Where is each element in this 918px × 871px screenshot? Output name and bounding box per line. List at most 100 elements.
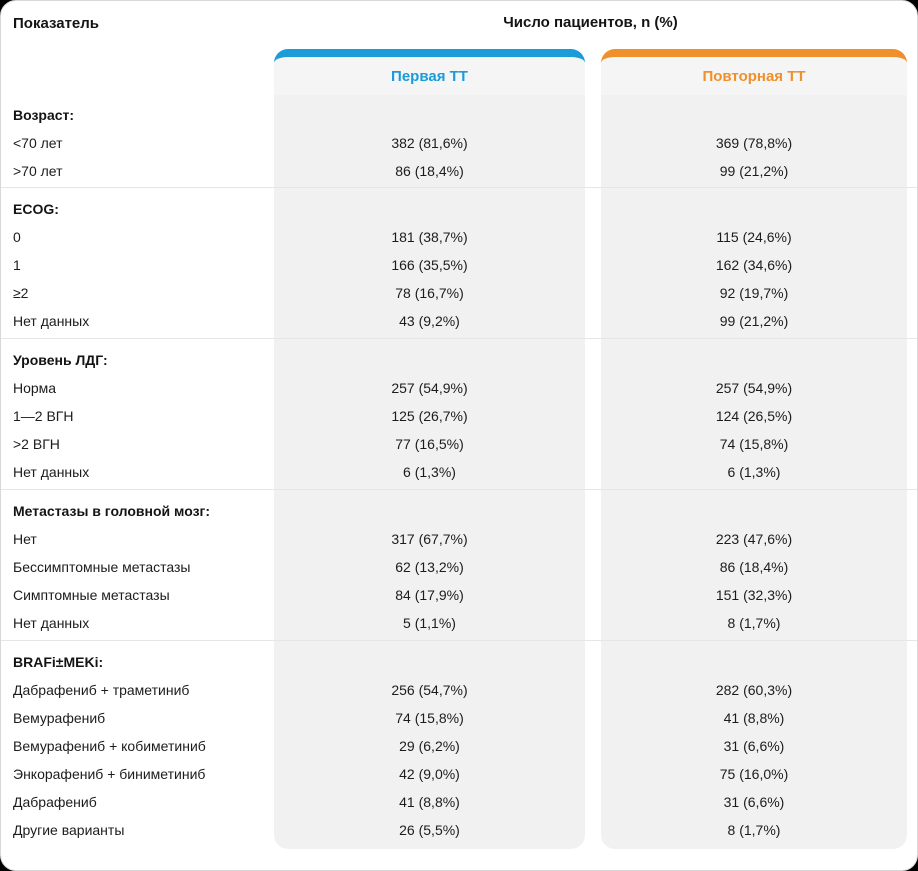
value-repeat-tt: 41 (8,8%) bbox=[723, 710, 785, 726]
column-header-repeat-tt: Повторная ТТ bbox=[601, 49, 907, 95]
value-first-tt: 256 (54,7%) bbox=[391, 682, 468, 698]
section-labels: BRAFi±MEKi: Дабрафениб + траметиниб Вемура… bbox=[1, 641, 274, 849]
value-repeat-tt: 74 (15,8%) bbox=[719, 436, 789, 452]
value-spacer bbox=[274, 346, 585, 374]
value-first-tt: 86 (18,4%) bbox=[395, 163, 464, 179]
section-title: Возраст: bbox=[13, 107, 75, 123]
row-label: Дабрафениб bbox=[13, 794, 97, 810]
section-2: Уровень ЛДГ: Норма 1—2 ВГН >2 ВГН Нет данных… bbox=[1, 338, 917, 489]
section-labels: ECOG: 0 1 ≥2 Нет данных bbox=[1, 188, 274, 338]
section-3: Метастазы в головной мозг: Нет Бессимптомн… bbox=[1, 489, 917, 640]
section-labels: Метастазы в головной мозг: Нет Бессимптомн… bbox=[1, 490, 274, 640]
table-top-header: Показатель Число пациентов, n (%) bbox=[1, 1, 917, 49]
row-label: Нет данных bbox=[13, 464, 90, 480]
first-tt-column-cell: 256 (54,7%) 74 (15,8%) 29 (6,2%) 42 (9,0%) 4… bbox=[274, 641, 585, 849]
value-first-tt: 62 (13,2%) bbox=[395, 559, 464, 575]
column-gap bbox=[585, 188, 601, 338]
value-first-tt: 257 (54,9%) bbox=[391, 380, 468, 396]
row-label: Вемурафениб bbox=[13, 710, 106, 726]
row-label: 0 bbox=[13, 229, 21, 245]
value-repeat-tt: 369 (78,8%) bbox=[715, 135, 793, 151]
value-first-tt: 41 (8,8%) bbox=[399, 794, 460, 810]
value-repeat-tt: 99 (21,2%) bbox=[719, 313, 789, 329]
table-title: Число пациентов, n (%) bbox=[503, 14, 678, 31]
column-header-spacer bbox=[1, 49, 274, 95]
repeat-tt-column-cell: 115 (24,6%) 162 (34,6%) 92 (19,7%) 99 (21,2… bbox=[601, 188, 907, 338]
value-spacer bbox=[601, 346, 907, 374]
value-first-tt: 77 (16,5%) bbox=[395, 436, 464, 452]
column-gap bbox=[585, 490, 601, 640]
column-gap bbox=[585, 95, 601, 187]
row-label: 1—2 ВГН bbox=[13, 408, 74, 424]
value-repeat-tt: 99 (21,2%) bbox=[719, 163, 789, 179]
first-tt-column-cell: 317 (67,7%) 62 (13,2%) 84 (17,9%) 5 (1,1%) bbox=[274, 490, 585, 640]
value-first-tt: 84 (17,9%) bbox=[395, 587, 464, 603]
value-repeat-tt: 282 (60,3%) bbox=[715, 682, 793, 698]
value-first-tt: 317 (67,7%) bbox=[391, 531, 468, 547]
row-label: >70 лет bbox=[13, 163, 63, 179]
repeat-tt-column-cell: 223 (47,6%) 86 (18,4%) 151 (32,3%) 8 (1,7%) bbox=[601, 490, 907, 640]
value-repeat-tt: 162 (34,6%) bbox=[715, 257, 793, 273]
value-repeat-tt: 92 (19,7%) bbox=[719, 285, 789, 301]
first-tt-column-cell: 382 (81,6%) 86 (18,4%) bbox=[274, 95, 585, 187]
value-repeat-tt: 8 (1,7%) bbox=[727, 822, 781, 838]
section-title: Уровень ЛДГ: bbox=[13, 352, 108, 368]
value-spacer bbox=[601, 648, 907, 676]
repeat-tt-column-cell: 369 (78,8%) 99 (21,2%) bbox=[601, 95, 907, 187]
section-1: ECOG: 0 1 ≥2 Нет данных 181 (38,7%) 166 (35,5… bbox=[1, 187, 917, 338]
row-label: ≥2 bbox=[13, 285, 29, 301]
row-label: Другие варианты bbox=[13, 822, 125, 838]
section-labels: Возраст: <70 лет >70 лет bbox=[1, 95, 274, 187]
value-repeat-tt: 31 (6,6%) bbox=[723, 738, 785, 754]
row-label: Норма bbox=[13, 380, 57, 396]
value-repeat-tt: 124 (26,5%) bbox=[715, 408, 793, 424]
column-gap bbox=[585, 339, 601, 489]
value-repeat-tt: 86 (18,4%) bbox=[719, 559, 789, 575]
repeat-tt-column-cell: 257 (54,9%) 124 (26,5%) 74 (15,8%) 6 (1,3%) bbox=[601, 339, 907, 489]
first-tt-column-cell: 257 (54,9%) 125 (26,7%) 77 (16,5%) 6 (1,3%) bbox=[274, 339, 585, 489]
section-title: ECOG: bbox=[13, 201, 59, 217]
value-first-tt: 382 (81,6%) bbox=[391, 135, 468, 151]
section-4: BRAFi±MEKi: Дабрафениб + траметиниб Вемура… bbox=[1, 640, 917, 849]
row-label: Нет данных bbox=[13, 615, 90, 631]
value-spacer bbox=[601, 101, 907, 129]
value-spacer bbox=[274, 648, 585, 676]
value-first-tt: 29 (6,2%) bbox=[399, 738, 460, 754]
row-label: Дабрафениб + траметиниб bbox=[13, 682, 190, 698]
column-gap bbox=[585, 641, 601, 849]
row-label: Нет bbox=[13, 531, 37, 547]
value-first-tt: 125 (26,7%) bbox=[391, 408, 468, 424]
row-label: Нет данных bbox=[13, 313, 90, 329]
first-tt-column-cell: 181 (38,7%) 166 (35,5%) 78 (16,7%) 43 (9,2%… bbox=[274, 188, 585, 338]
column-gap bbox=[585, 49, 601, 95]
table-body: Возраст: <70 лет >70 лет 382 (81,6%) 86 (18… bbox=[1, 95, 917, 849]
value-repeat-tt: 8 (1,7%) bbox=[727, 615, 781, 631]
value-repeat-tt: 75 (16,0%) bbox=[719, 766, 789, 782]
value-first-tt: 181 (38,7%) bbox=[391, 229, 468, 245]
row-header-label: Показатель bbox=[13, 15, 100, 32]
row-label: Симптомные метастазы bbox=[13, 587, 170, 603]
row-label: <70 лет bbox=[13, 135, 63, 151]
value-repeat-tt: 151 (32,3%) bbox=[715, 587, 793, 603]
value-spacer bbox=[601, 195, 907, 223]
value-spacer bbox=[274, 497, 585, 525]
value-first-tt: 166 (35,5%) bbox=[391, 257, 468, 273]
value-spacer bbox=[274, 195, 585, 223]
value-first-tt: 6 (1,3%) bbox=[403, 464, 456, 480]
value-repeat-tt: 6 (1,3%) bbox=[727, 464, 781, 480]
value-repeat-tt: 257 (54,9%) bbox=[715, 380, 793, 396]
repeat-tt-column-cell: 282 (60,3%) 41 (8,8%) 31 (6,6%) 75 (16,0%) 3… bbox=[601, 641, 907, 849]
value-spacer bbox=[601, 497, 907, 525]
row-label: Вемурафениб + кобиметиниб bbox=[13, 738, 206, 754]
section-title: BRAFi±MEKi: bbox=[13, 654, 104, 670]
value-first-tt: 26 (5,5%) bbox=[399, 822, 460, 838]
value-first-tt: 43 (9,2%) bbox=[399, 313, 460, 329]
section-labels: Уровень ЛДГ: Норма 1—2 ВГН >2 ВГН Нет данных bbox=[1, 339, 274, 489]
column-header-first-tt: Первая ТТ bbox=[274, 49, 585, 95]
row-label: >2 ВГН bbox=[13, 436, 60, 452]
value-spacer bbox=[274, 101, 585, 129]
section-0: Возраст: <70 лет >70 лет 382 (81,6%) 86 (18… bbox=[1, 95, 917, 187]
value-repeat-tt: 31 (6,6%) bbox=[723, 794, 785, 810]
row-label: 1 bbox=[13, 257, 21, 273]
